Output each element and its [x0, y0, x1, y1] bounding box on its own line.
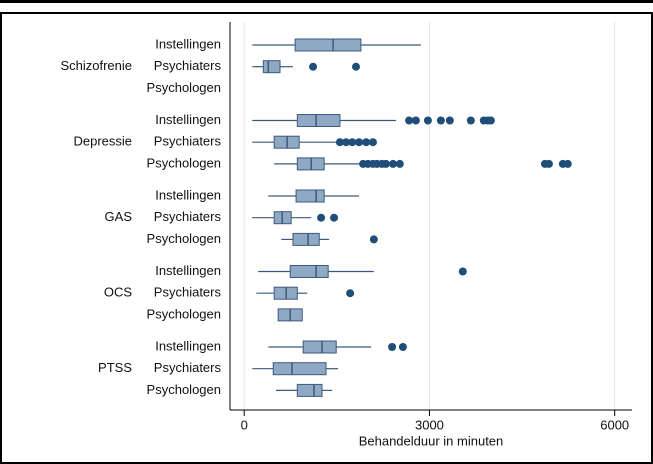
outlier [411, 116, 420, 125]
outlier [355, 138, 364, 147]
x-axis-title: Behandelduur in minuten [359, 433, 504, 448]
outlier [368, 138, 377, 147]
outlier [395, 159, 404, 168]
row-label: Psychologen [147, 231, 221, 246]
outlier [346, 289, 355, 298]
row-label: Psychologen [147, 306, 221, 321]
outlier [348, 138, 357, 147]
group-label: GAS [105, 209, 133, 224]
group-label: PTSS [98, 360, 132, 375]
row-label: Psychologen [147, 155, 221, 170]
group-label: Depressie [73, 134, 132, 149]
outlier [342, 138, 351, 147]
row-label: Psychiaters [154, 360, 222, 375]
row-label: Instellingen [155, 112, 221, 127]
outlier [445, 116, 454, 125]
row-label: Instellingen [155, 263, 221, 278]
outlier [388, 343, 397, 351]
row-label: Psychologen [147, 80, 221, 95]
box [289, 265, 329, 278]
outlier [362, 138, 371, 147]
outlier [486, 116, 495, 125]
row-label: Psychiaters [154, 58, 222, 73]
outlier [369, 235, 378, 244]
group-label: Schizofrenie [60, 58, 132, 73]
box [294, 38, 362, 52]
row-label: Psychiaters [154, 209, 222, 224]
outlier [330, 213, 339, 222]
box [296, 114, 341, 127]
x-tick-label: 6000 [600, 417, 629, 432]
box [302, 340, 337, 354]
row-label: Instellingen [155, 36, 221, 51]
outlier [309, 62, 318, 71]
outlier [351, 62, 360, 71]
x-tick-label: 3000 [415, 417, 444, 432]
outlier [381, 159, 390, 168]
x-tick-label: 0 [241, 417, 248, 432]
outlier [405, 116, 414, 125]
frame [0, 12, 653, 464]
outlier [563, 159, 572, 168]
outlier [423, 116, 432, 125]
outlier [436, 116, 445, 125]
group-label: OCS [104, 285, 133, 300]
box [296, 383, 323, 397]
top-bar [0, 0, 653, 3]
row-label: Instellingen [155, 187, 221, 202]
outlier [389, 159, 398, 168]
box [262, 60, 281, 74]
outlier [335, 138, 344, 147]
box [292, 232, 320, 246]
row-label: Psychiaters [154, 285, 222, 300]
row-label: Psychologen [147, 382, 221, 397]
outlier [458, 267, 467, 276]
outlier [544, 159, 553, 168]
box [295, 189, 325, 203]
outlier [317, 213, 326, 222]
row-label: Instellingen [155, 338, 221, 353]
box [272, 362, 327, 376]
outlier [466, 116, 475, 125]
row-label: Psychiaters [154, 134, 222, 149]
outlier [398, 343, 407, 351]
